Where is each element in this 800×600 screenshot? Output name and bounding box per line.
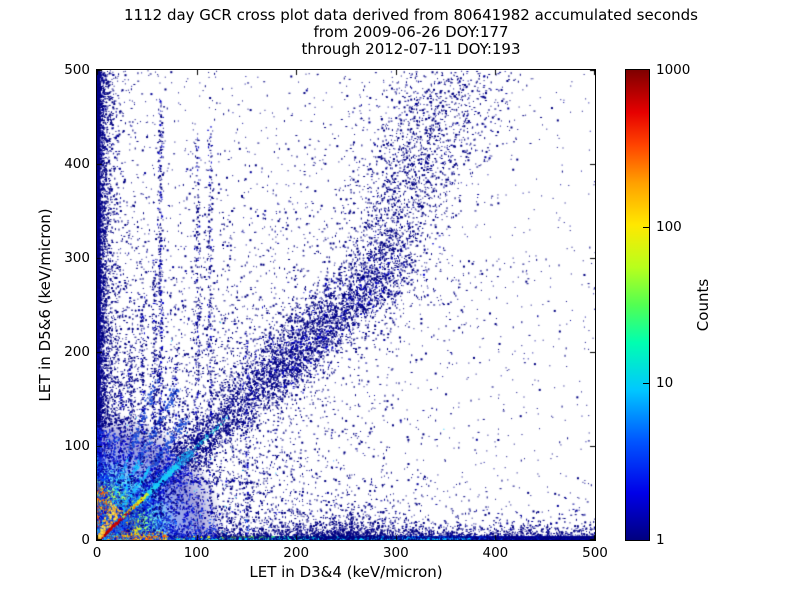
figure-title-line-2: from 2009-06-26 DOY:177 bbox=[313, 23, 509, 41]
y-tick-label: 500 bbox=[64, 62, 90, 78]
plot-area bbox=[96, 69, 596, 541]
y-tick-label: 400 bbox=[64, 156, 90, 172]
y-tick-label: 100 bbox=[64, 438, 90, 454]
x-tick-label: 0 bbox=[92, 545, 102, 561]
colorbar-tick-label: 1000 bbox=[656, 62, 691, 78]
y-tick-label: 200 bbox=[64, 344, 90, 360]
colorbar-gradient bbox=[626, 70, 649, 540]
colorbar-tick-label: 1 bbox=[656, 532, 665, 548]
colorbar bbox=[625, 69, 650, 541]
x-tick-label: 200 bbox=[283, 545, 310, 561]
x-tick-label: 100 bbox=[183, 545, 210, 561]
x-axis-label: LET in D3&4 (keV/micron) bbox=[249, 563, 443, 581]
figure-title-line-3: through 2012-07-11 DOY:193 bbox=[301, 40, 521, 58]
y-axis-label: LET in D5&6 (keV/micron) bbox=[36, 208, 54, 402]
figure-title-line-1: 1112 day GCR cross plot data derived fro… bbox=[124, 6, 698, 24]
colorbar-tick-mark bbox=[643, 383, 649, 385]
y-tick-label: 0 bbox=[81, 532, 90, 548]
x-tick-label: 400 bbox=[482, 545, 509, 561]
x-tick-label: 500 bbox=[582, 545, 608, 561]
colorbar-label: Counts bbox=[694, 278, 712, 332]
x-tick-label: 300 bbox=[382, 545, 409, 561]
colorbar-tick-label: 10 bbox=[656, 375, 674, 392]
colorbar-tick-mark bbox=[643, 226, 649, 228]
colorbar-tick-label: 100 bbox=[656, 218, 682, 235]
y-tick-label: 300 bbox=[64, 250, 90, 266]
scatter-canvas bbox=[97, 70, 595, 540]
